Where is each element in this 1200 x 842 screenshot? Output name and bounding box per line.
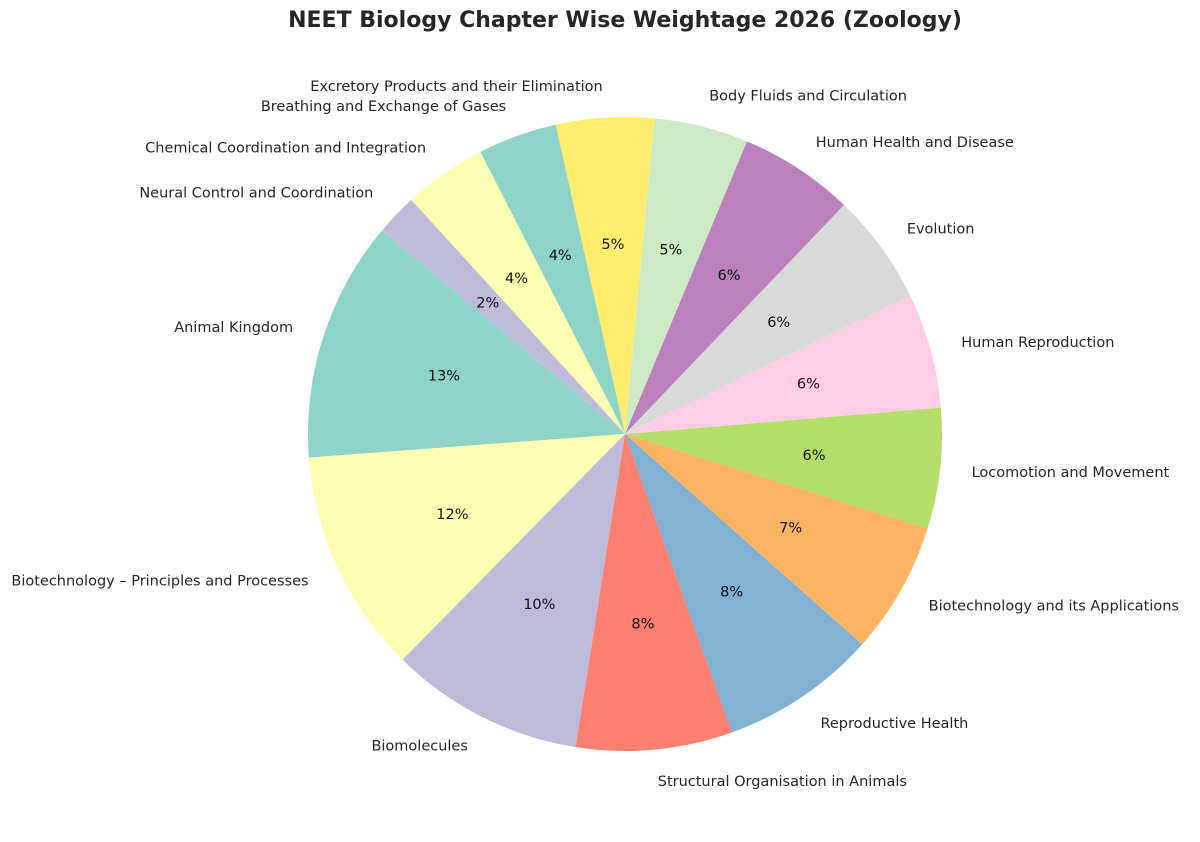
- pie-slice: [411, 151, 625, 434]
- slice-percent-label: 6%: [718, 268, 741, 284]
- slice-category-label: Reproductive Health: [820, 716, 968, 732]
- slice-percent-label: 6%: [803, 448, 826, 464]
- slice-category-label: Biomolecules: [371, 738, 467, 754]
- pie-slice: [625, 434, 928, 645]
- slice-percent-label: 5%: [659, 242, 682, 258]
- slice-category-label: Animal Kingdom: [174, 320, 293, 336]
- slice-percent-label: 8%: [631, 616, 654, 632]
- slice-percent-label: 8%: [720, 585, 743, 601]
- slice-category-label: Human Reproduction: [961, 335, 1114, 351]
- slice-category-label: Chemical Coordination and Integration: [145, 141, 426, 157]
- slice-category-label: Excretory Products and their Elimination: [310, 79, 602, 95]
- pie-slice: [625, 204, 911, 434]
- pie-slice: [625, 118, 747, 434]
- slice-percent-label: 13%: [428, 369, 460, 385]
- pie-slice: [625, 434, 863, 733]
- pie-slice: [555, 116, 655, 434]
- pie-slice: [382, 199, 625, 434]
- slice-category-label: Neural Control and Coordination: [139, 186, 373, 202]
- slice-percent-label: 6%: [797, 377, 820, 393]
- slice-percent-label: 6%: [767, 315, 790, 331]
- slice-category-label: Human Health and Disease: [816, 135, 1014, 151]
- pie-slice: [575, 434, 733, 752]
- pie-slice: [402, 434, 625, 748]
- slice-percent-label: 10%: [523, 597, 555, 613]
- pie-slice: [625, 295, 941, 434]
- slice-category-label: Structural Organisation in Animals: [658, 774, 907, 790]
- slice-category-label: Body Fluids and Circulation: [709, 89, 907, 105]
- pie-slice: [308, 230, 625, 458]
- slice-category-label: Evolution: [907, 222, 975, 238]
- pie-slice: [625, 407, 942, 529]
- slice-category-label: Biotechnology and its Applications: [929, 598, 1179, 614]
- slice-percent-label: 12%: [436, 507, 468, 523]
- slice-category-label: Breathing and Exchange of Gases: [261, 99, 506, 115]
- pie-slice: [480, 124, 625, 435]
- pie-slice: [308, 434, 625, 660]
- slice-percent-label: 4%: [505, 271, 528, 287]
- slice-percent-label: 2%: [476, 295, 499, 311]
- pie-slice: [625, 141, 845, 434]
- slice-category-label: Locomotion and Movement: [972, 465, 1170, 481]
- slice-category-label: Biotechnology – Principles and Processes: [11, 573, 308, 589]
- slice-percent-label: 4%: [549, 248, 572, 264]
- slice-percent-label: 5%: [601, 237, 624, 253]
- slice-percent-label: 7%: [779, 521, 802, 537]
- chart-title: NEET Biology Chapter Wise Weightage 2026…: [288, 8, 962, 33]
